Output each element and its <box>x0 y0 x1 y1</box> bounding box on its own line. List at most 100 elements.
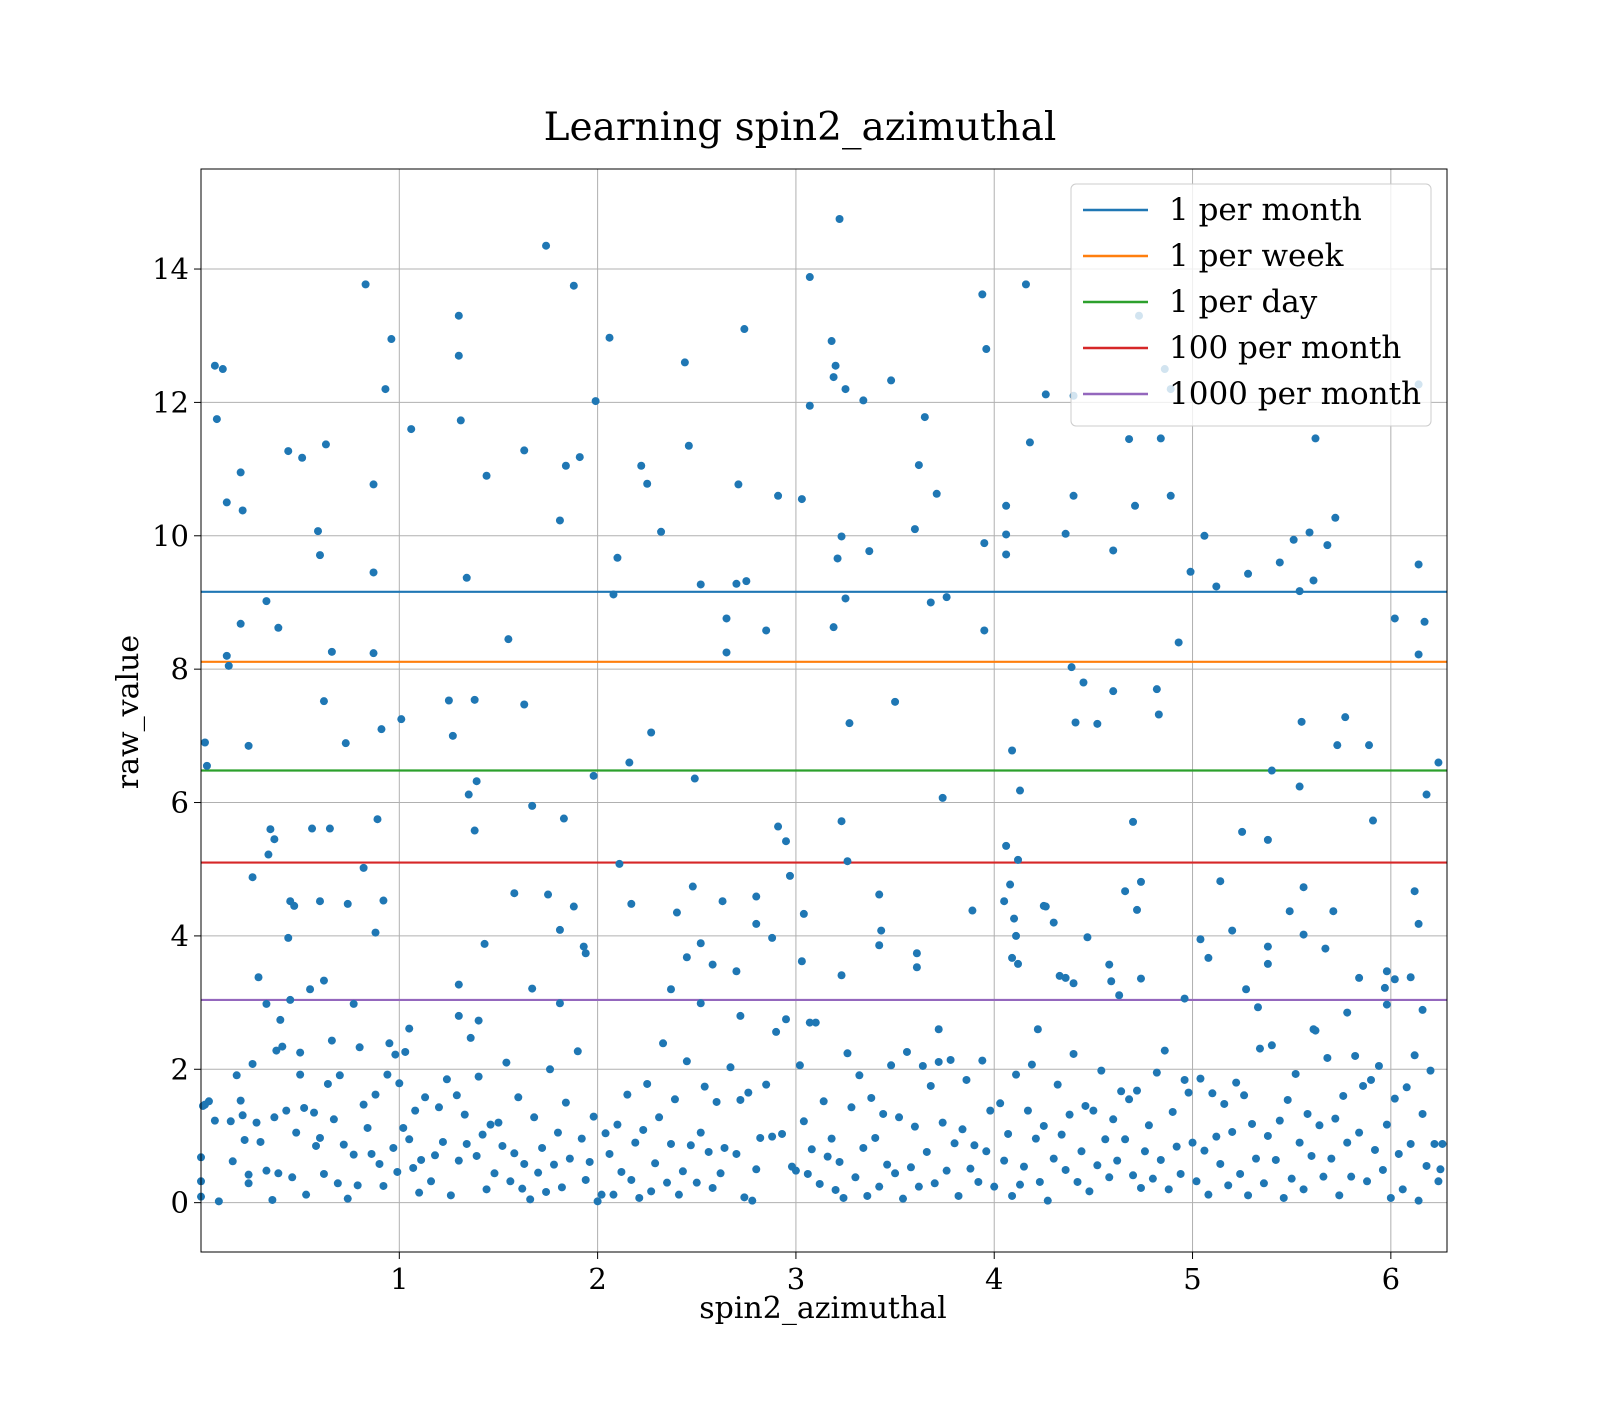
scatter-point <box>918 1061 927 1070</box>
scatter-point <box>474 1016 483 1025</box>
scatter-point <box>740 1193 749 1202</box>
scatter-point <box>1200 1146 1209 1155</box>
scatter-point <box>674 1190 683 1199</box>
scatter-point <box>666 1139 675 1148</box>
scatter-point <box>1031 1134 1040 1143</box>
scatter-point <box>270 1113 279 1122</box>
scatter-point <box>1283 1095 1292 1104</box>
scatter-point <box>1347 1172 1356 1181</box>
scatter-point <box>1434 1177 1443 1186</box>
scatter-point <box>319 976 328 985</box>
scatter-point <box>480 939 489 948</box>
scatter-point <box>555 999 564 1008</box>
scatter-point <box>756 1133 765 1142</box>
scatter-point <box>1023 1106 1032 1115</box>
scatter-point <box>1014 855 1023 864</box>
scatter-point <box>666 985 675 994</box>
scatter-point <box>1174 638 1183 647</box>
y-tick-label: 12 <box>152 385 189 419</box>
scatter-point <box>579 942 588 951</box>
scatter-point <box>837 532 846 541</box>
scatter-point <box>1081 1101 1090 1110</box>
scatter-point <box>585 1157 594 1166</box>
scatter-point <box>978 290 987 299</box>
scatter-point <box>385 1039 394 1048</box>
scatter-point <box>238 1111 247 1120</box>
scatter-point <box>1156 1155 1165 1164</box>
scatter-point <box>847 1103 856 1112</box>
scatter-point <box>831 1185 840 1194</box>
scatter-point <box>1021 280 1030 289</box>
scatter-point <box>990 1182 999 1191</box>
scatter-point <box>1242 985 1251 994</box>
scatter-point <box>298 453 307 462</box>
scatter-point <box>1006 880 1015 889</box>
scatter-point <box>1341 713 1350 722</box>
scatter-point <box>1140 1147 1149 1156</box>
scatter-point <box>1216 877 1225 886</box>
scatter-point <box>1305 528 1314 537</box>
scatter-point <box>1152 685 1161 694</box>
scatter-point <box>393 1167 402 1176</box>
scatter-point <box>1109 1115 1118 1124</box>
scatter-point <box>1259 1179 1268 1188</box>
scatter-point <box>716 1169 725 1178</box>
scatter-point <box>593 1197 602 1206</box>
scatter-point <box>244 1179 253 1188</box>
y-tick-label: 14 <box>152 252 189 286</box>
scatter-point <box>296 1048 305 1057</box>
scatter-point <box>863 1191 872 1200</box>
scatter-point <box>712 1097 721 1106</box>
scatter-point <box>811 1018 820 1027</box>
scatter-point <box>1000 1156 1009 1165</box>
scatter-point <box>805 1018 814 1027</box>
reference-lines <box>201 590 1447 1002</box>
scatter-point <box>1041 390 1050 399</box>
scatter-point <box>1004 1129 1013 1138</box>
scatter-point <box>615 859 624 868</box>
scatter-point <box>1176 1169 1185 1178</box>
scatter-point <box>232 1071 241 1080</box>
scatter-point <box>1394 1149 1403 1158</box>
scatter-point <box>752 892 761 901</box>
scatter-point <box>778 1129 787 1138</box>
scatter-point <box>1327 1154 1336 1163</box>
scatter-point <box>470 695 479 704</box>
scatter-point <box>742 577 751 586</box>
scatter-point <box>1275 1116 1284 1125</box>
scatter-point <box>686 1141 695 1150</box>
scatter-point <box>875 941 884 950</box>
scatter-point <box>399 1123 408 1132</box>
scatter-point <box>1333 741 1342 750</box>
scatter-point <box>879 1109 888 1118</box>
legend-label: 1 per week <box>1169 238 1344 274</box>
scatter-point <box>1133 905 1142 914</box>
scatter-point <box>292 1128 301 1137</box>
scatter-point <box>875 1182 884 1191</box>
scatter-point <box>1297 717 1306 726</box>
scatter-point <box>914 1182 923 1191</box>
scatter-point <box>1188 1138 1197 1147</box>
scatter-point <box>740 325 749 334</box>
scatter-point <box>1359 1081 1368 1090</box>
scatter-point <box>1390 614 1399 623</box>
scatter-point <box>1299 883 1308 892</box>
scatter-point <box>218 365 227 374</box>
scatter-point <box>268 1195 277 1204</box>
scatter-point <box>1339 1091 1348 1100</box>
x-tick-label: 6 <box>1382 1262 1400 1296</box>
scatter-point <box>887 1061 896 1070</box>
scatter-point <box>210 361 219 370</box>
scatter-point <box>333 1179 342 1188</box>
scatter-point <box>1204 953 1213 962</box>
scatter-point <box>276 1015 285 1024</box>
scatter-point <box>696 580 705 589</box>
scatter-point <box>926 598 935 607</box>
scatter-point <box>288 1173 297 1182</box>
scatter-point <box>732 579 741 588</box>
scatter-point <box>980 539 989 548</box>
scatter-point <box>327 647 336 656</box>
scatter-point <box>1289 535 1298 544</box>
scatter-point <box>389 1143 398 1152</box>
